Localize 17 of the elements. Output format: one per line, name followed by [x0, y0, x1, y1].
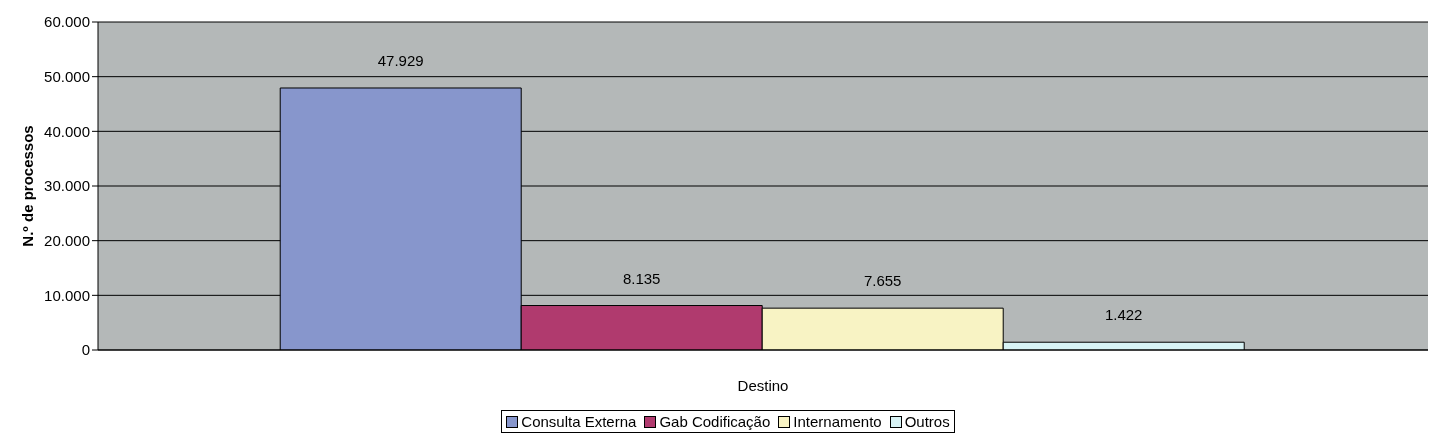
y-tick-label: 60.000 [44, 13, 90, 31]
legend-label: Gab Codificação [658, 413, 771, 430]
y-tick-label: 50.000 [44, 67, 90, 85]
y-tick-label: 20.000 [44, 231, 90, 249]
legend-label: Internamento [792, 413, 882, 430]
data-label: 7.655 [863, 272, 902, 290]
x-tick-label: Destino [737, 376, 789, 394]
legend-label: Outros [903, 413, 950, 430]
legend-label: Consulta Externa [520, 413, 637, 430]
data-label: 8.135 [622, 269, 661, 287]
y-axis-title: N.º de processos [19, 125, 37, 247]
data-label: 1.422 [1104, 306, 1143, 324]
y-tick-label: 40.000 [44, 122, 90, 140]
y-tick-label: 0 [81, 341, 90, 359]
y-tick-label: 30.000 [44, 177, 90, 195]
data-label: 47.929 [377, 51, 424, 69]
y-tick-label: 10.000 [44, 286, 90, 304]
